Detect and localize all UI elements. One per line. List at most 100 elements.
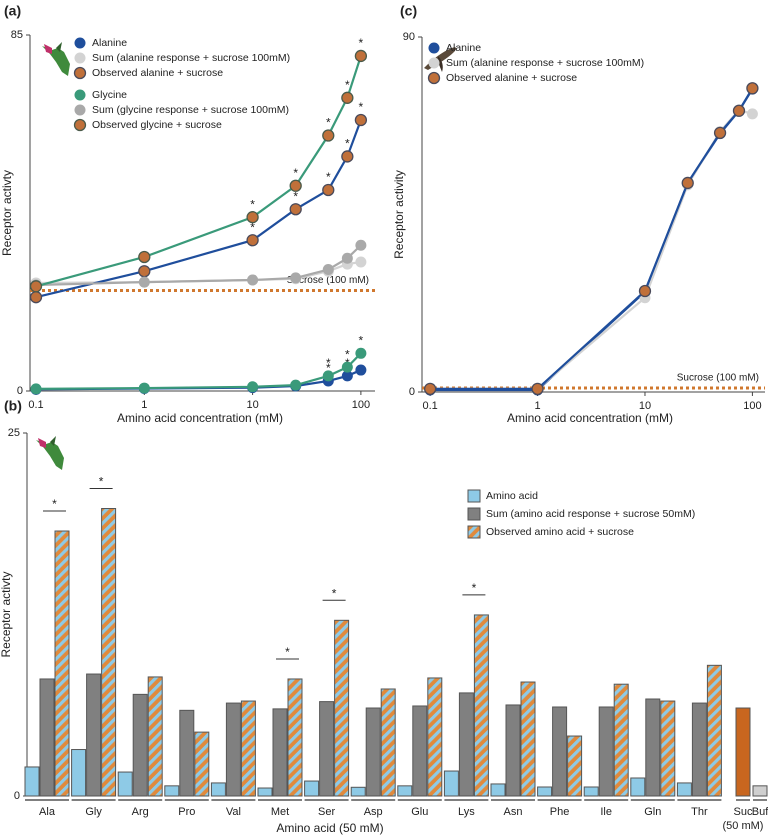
bar (24, 766, 40, 797)
x-tick-label: 0.1 (422, 400, 437, 412)
data-point (322, 370, 334, 382)
data-point (246, 211, 259, 224)
data-point (423, 382, 437, 395)
data-point (341, 150, 354, 163)
bar (380, 688, 396, 797)
x-tick-label: Buf (752, 806, 768, 818)
legend-marker (74, 37, 86, 49)
control-note: (50 mM) (723, 820, 764, 832)
data-point (732, 104, 746, 117)
bar (54, 530, 70, 797)
y-tick-label: 90 (403, 31, 415, 43)
significance-star: * (285, 645, 290, 659)
legend-marker (73, 66, 87, 80)
bar (117, 771, 133, 797)
bar (225, 702, 241, 797)
x-tick-label: 10 (639, 400, 651, 412)
bar (304, 780, 320, 797)
bar (458, 692, 474, 797)
y-tick-label: 0 (17, 385, 23, 397)
x-tick-label: 100 (743, 400, 761, 412)
bar (427, 677, 443, 797)
data-point (246, 234, 259, 247)
legend-label: Observed alanine + sucrose (92, 67, 223, 79)
significance-star: * (332, 586, 337, 600)
x-axis-label: Amino acid concentration (mM) (117, 411, 283, 425)
data-point (138, 265, 151, 278)
legend-label: Observed alanine + sucrose (446, 72, 577, 84)
y-axis-label: Receptor activty (0, 571, 13, 657)
legend-label: Alanine (92, 37, 127, 49)
bar (257, 787, 273, 797)
bar (287, 678, 303, 797)
legend-marker (74, 104, 86, 116)
bar (210, 782, 226, 797)
bar (272, 708, 288, 797)
data-point (341, 252, 353, 264)
bar (645, 698, 661, 797)
data-point (354, 113, 368, 127)
data-point (290, 272, 302, 284)
data-point (354, 49, 368, 63)
x-tick-label: 100 (352, 399, 370, 411)
reference-label: Sucrose (100 mM) (677, 373, 759, 384)
x-tick-label: Arg (132, 806, 149, 818)
y-axis-label: Receptor activty (0, 170, 14, 256)
bar (365, 707, 381, 797)
significance-star: * (345, 347, 350, 361)
control-bar (752, 785, 768, 797)
bar (567, 735, 583, 797)
significance-star: * (359, 36, 364, 50)
bar (490, 783, 506, 797)
data-point (355, 364, 367, 376)
bar (706, 664, 722, 797)
x-tick-label: Glu (411, 806, 428, 818)
data-point (290, 379, 302, 391)
series-line (430, 88, 754, 392)
data-point (322, 129, 335, 142)
bar (101, 508, 117, 797)
data-point (355, 256, 367, 268)
bar (334, 619, 350, 797)
legend-label: Sum (glycine response + sucrose 100mM) (92, 104, 289, 116)
series-line (430, 108, 753, 390)
data-point (247, 381, 259, 393)
x-tick-label: Pro (178, 806, 195, 818)
data-point (638, 284, 652, 298)
significance-star: * (293, 166, 298, 180)
data-point (138, 250, 151, 264)
data-point (29, 291, 43, 304)
bar (443, 770, 459, 797)
bar (71, 749, 87, 797)
bar (505, 704, 521, 797)
data-point (713, 126, 727, 140)
control-bar (735, 707, 751, 797)
bar (194, 731, 210, 797)
data-point (138, 382, 150, 394)
panel-label: (c) (400, 3, 417, 19)
x-tick-label: Suc (734, 806, 753, 818)
legend-label: Glycine (92, 89, 127, 101)
significance-star: * (250, 220, 255, 234)
bar (660, 700, 676, 797)
y-tick-label: 85 (11, 29, 23, 41)
significance-star: * (326, 356, 331, 370)
data-point (341, 361, 353, 373)
x-tick-label: Asn (504, 806, 523, 818)
significance-star: * (293, 189, 298, 203)
data-point (138, 276, 150, 288)
bar (164, 785, 180, 797)
data-point (289, 179, 302, 192)
x-tick-label: Ser (318, 806, 335, 818)
panel-label: (b) (4, 398, 22, 414)
x-axis-label: Amino acid concentration (mM) (507, 411, 673, 425)
x-tick-label: Ile (600, 806, 612, 818)
x-tick-label: 1 (534, 400, 540, 412)
x-tick-label: Val (226, 806, 241, 818)
significance-star: * (345, 137, 350, 151)
legend-swatch (467, 507, 481, 521)
legend-marker (74, 89, 86, 101)
significance-star: * (345, 78, 350, 92)
significance-star: * (52, 497, 57, 511)
